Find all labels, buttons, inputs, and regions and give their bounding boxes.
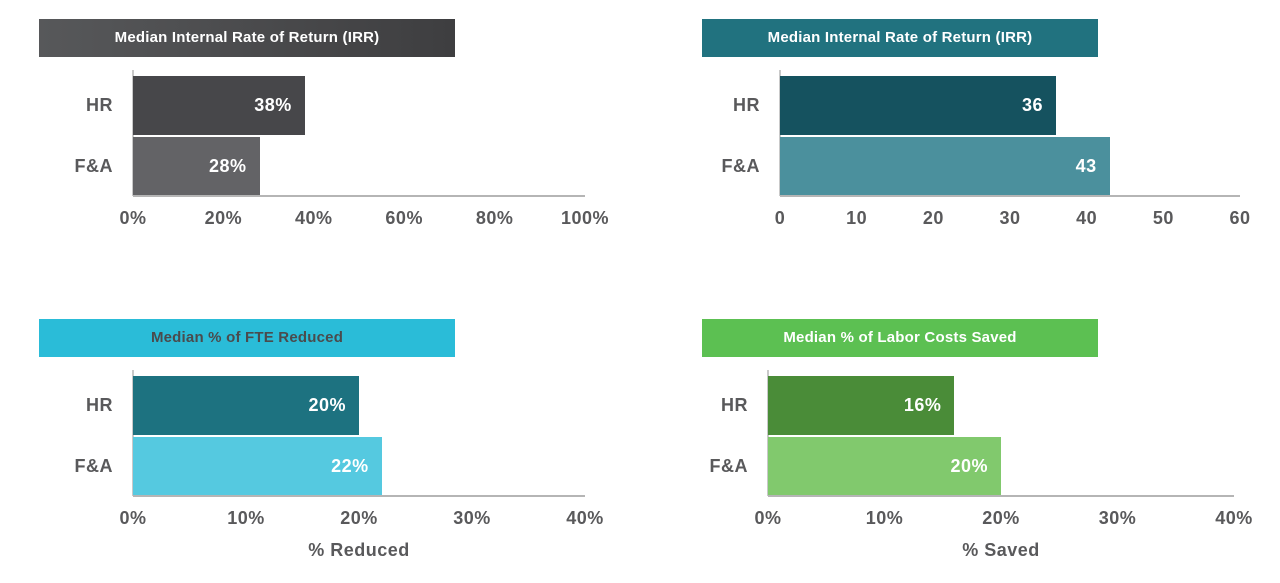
category-label-hr: HR <box>86 95 113 115</box>
x-axis-ticks: 0% 10% 20% 30% 40% <box>754 508 1252 530</box>
x-axis-tick: 30 <box>999 208 1021 228</box>
chart-title: Median Internal Rate of Return (IRR) <box>767 29 1033 46</box>
bar-fa: 20% <box>768 437 1001 496</box>
category-label-fa: F&A <box>721 156 760 176</box>
bar-fa: 43 <box>780 137 1110 196</box>
chart-title-bar: Median Internal Rate of Return (IRR) <box>39 19 455 57</box>
x-axis-tick: 50 <box>1152 208 1174 228</box>
x-axis-tick: 10 <box>846 208 868 228</box>
category-label-fa: F&A <box>709 456 748 476</box>
bar-value-label: 16% <box>903 395 942 415</box>
x-axis-title: % Reduced <box>308 540 410 560</box>
x-axis-line <box>133 195 585 197</box>
x-axis-tick: 20 <box>922 208 944 228</box>
x-axis-tick: 0% <box>119 508 147 528</box>
x-axis-tick: 30% <box>453 508 491 528</box>
bar-fa: 22% <box>133 437 382 496</box>
x-axis-tick: 0% <box>754 508 782 528</box>
category-label-hr: HR <box>733 95 760 115</box>
plot-area: 38% 28% HR F&A 0% 20% 40% 60% 80% 100% <box>75 70 609 228</box>
chart-panel-fte-reduced: Median % of FTE Reduced 20% 22% HR F&A 0… <box>0 300 640 583</box>
x-axis-tick: 0 <box>774 208 786 228</box>
chart-panel-labor-costs-saved: Median % of Labor Costs Saved 16% 20% HR… <box>640 300 1280 583</box>
x-axis-title: % Saved <box>962 540 1040 560</box>
plot-area: 36 43 HR F&A 0 10 20 30 40 50 60 <box>722 70 1250 228</box>
bar-value-label: 38% <box>254 95 292 115</box>
bar-value-label: 20% <box>308 395 346 415</box>
plot-area: 20% 22% HR F&A 0% 10% 20% 30% 40% % Redu… <box>75 370 603 560</box>
x-axis-tick: 40 <box>1076 208 1098 228</box>
x-axis-line <box>780 195 1240 197</box>
x-axis-tick: 30% <box>1098 508 1137 528</box>
category-label-hr: HR <box>721 395 748 415</box>
chart-title-bar: Median % of Labor Costs Saved <box>702 319 1098 357</box>
x-axis-tick: 40% <box>295 208 333 228</box>
x-axis-tick: 20% <box>204 208 243 228</box>
bar-value-label: 22% <box>331 456 369 476</box>
chart-title: Median % of Labor Costs Saved <box>783 329 1017 346</box>
chart-title-bar: Median % of FTE Reduced <box>39 319 455 357</box>
bar-hr: 16% <box>768 376 955 435</box>
x-axis-tick: 60% <box>385 208 423 228</box>
category-label-fa: F&A <box>74 456 113 476</box>
chart-title: Median % of FTE Reduced <box>150 329 344 346</box>
bar-hr: 36 <box>780 76 1056 135</box>
x-axis-tick: 20% <box>340 508 378 528</box>
chart-panel-irr-teal: Median Internal Rate of Return (IRR) 36 … <box>640 0 1280 290</box>
chart-title-bar: Median Internal Rate of Return (IRR) <box>702 19 1098 57</box>
x-axis-line <box>768 495 1234 497</box>
x-axis-tick: 100% <box>560 208 610 228</box>
bar-value-label: 28% <box>209 156 247 176</box>
chart-title: Median Internal Rate of Return (IRR) <box>114 29 380 46</box>
bar-value-label: 20% <box>950 456 988 476</box>
bar-value-label: 36 <box>1021 95 1043 115</box>
bar-fa: 28% <box>133 137 260 196</box>
x-axis-tick: 0% <box>119 208 147 228</box>
x-axis-ticks: 0 10 20 30 40 50 60 <box>775 208 1250 230</box>
chart-panel-irr-gray: Median Internal Rate of Return (IRR) 38%… <box>0 0 640 290</box>
x-axis-tick: 20% <box>982 508 1020 528</box>
x-axis-tick: 80% <box>475 208 514 228</box>
x-axis-tick: 40% <box>1215 508 1253 528</box>
x-axis-tick: 60 <box>1229 208 1251 228</box>
plot-area: 16% 20% HR F&A 0% 10% 20% 30% 40% % Save… <box>710 370 1252 560</box>
x-axis-tick: 10% <box>865 508 904 528</box>
x-axis-tick: 40% <box>566 508 604 528</box>
category-label-hr: HR <box>86 395 113 415</box>
x-axis-ticks: 0% 20% 40% 60% 80% 100% <box>119 208 608 230</box>
x-axis-tick: 10% <box>227 508 265 528</box>
x-axis-ticks: 0% 10% 20% 30% 40% <box>119 508 603 530</box>
bar-value-label: 43 <box>1075 156 1097 176</box>
bar-hr: 38% <box>133 76 305 135</box>
x-axis-line <box>133 495 585 497</box>
bar-hr: 20% <box>133 376 359 435</box>
category-label-fa: F&A <box>74 156 113 176</box>
